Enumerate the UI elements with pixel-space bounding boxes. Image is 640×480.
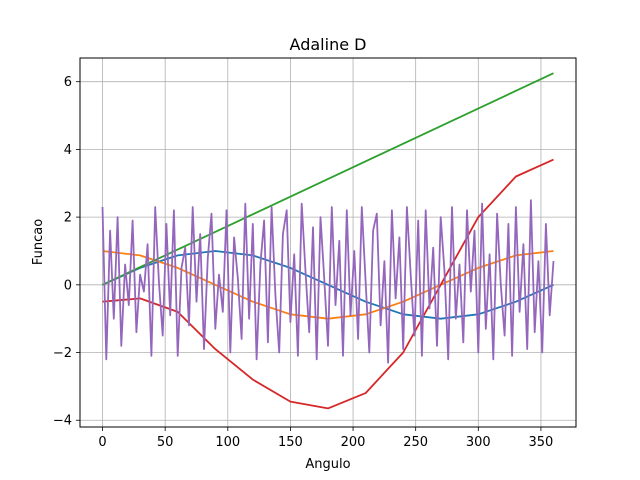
y-axis-label: Funcao — [31, 219, 46, 265]
x-tick-label: 100 — [215, 435, 240, 450]
y-tick-label: 2 — [64, 211, 72, 226]
x-tick-label: 200 — [341, 435, 366, 450]
series-line-5 — [101, 199, 555, 364]
x-tick-label: 0 — [98, 435, 106, 450]
y-tick-label: −4 — [53, 414, 72, 429]
x-tick-label: 300 — [466, 435, 491, 450]
series-line-4 — [102, 158, 554, 410]
grid-lines — [80, 58, 576, 427]
x-tick-label: 350 — [529, 435, 554, 450]
x-tick-label: 150 — [278, 435, 303, 450]
y-tick-label: −2 — [53, 346, 72, 361]
x-tick-label: 250 — [403, 435, 428, 450]
series-line-3 — [102, 72, 554, 286]
x-axis-label: Angulo — [305, 457, 350, 472]
y-axis-ticks: −4 −2 0 2 4 6 — [53, 75, 80, 429]
plot-frame — [79, 57, 577, 428]
x-tick-label: 50 — [157, 435, 174, 450]
x-axis-ticks: 0 50 100 150 200 250 300 350 — [98, 427, 553, 450]
series-line-1 — [102, 250, 554, 320]
y-tick-label: 4 — [64, 143, 72, 158]
y-tick-label: 0 — [64, 278, 72, 293]
series-layer — [101, 72, 555, 410]
y-tick-label: 6 — [64, 75, 72, 90]
chart-title: Adaline D — [290, 35, 367, 54]
